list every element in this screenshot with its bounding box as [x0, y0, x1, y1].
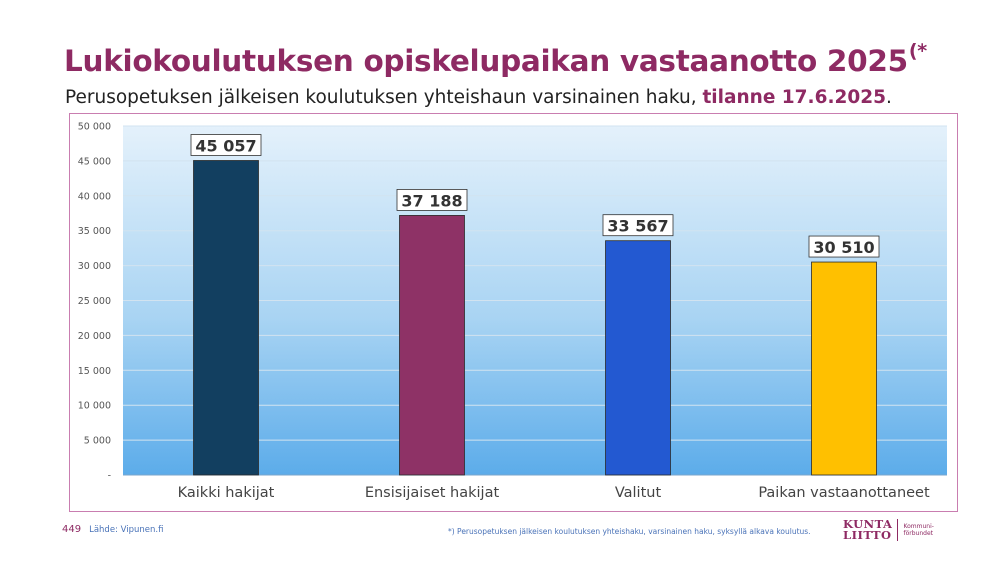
x-tick-label: Kaikki hakijat: [178, 485, 275, 501]
slide-subtitle: Perusopetuksen jälkeisen koulutuksen yht…: [65, 87, 892, 108]
subtitle-end: .: [885, 87, 892, 108]
bar-chart: - 5 000 10 000 15 000 20 000 25 000 30 000 35 0…: [78, 122, 947, 501]
title-footnote-marker: (*: [908, 40, 927, 62]
data-label: 30 510: [813, 238, 874, 257]
y-tick-label: 50 000: [78, 122, 111, 133]
y-tick-label: 40 000: [78, 191, 111, 202]
bar: [605, 240, 671, 476]
y-tick-label: -: [108, 471, 111, 482]
subtitle-date: tilanne 17.6.2025: [702, 87, 886, 108]
y-axis: - 5 000 10 000 15 000 20 000 25 000 30 000 35 0…: [78, 122, 111, 482]
data-label: 37 188: [401, 191, 462, 210]
y-tick-label: 20 000: [78, 331, 111, 342]
x-tick-label: Valitut: [615, 485, 662, 501]
data-label: 33 567: [607, 217, 668, 236]
data-label-box: [190, 134, 262, 156]
x-tick-label: Ensisijaiset hakijat: [365, 485, 500, 501]
footer-left: 449 Lähde: Vipunen.fi: [62, 524, 163, 535]
gridlines: [123, 125, 947, 476]
data-label: 45 057: [195, 137, 256, 156]
x-axis: Kaikki hakijat Ensisijaiset hakijat Valitu…: [178, 485, 930, 501]
subtitle-text: Perusopetuksen jälkeisen koulutuksen yht…: [65, 87, 703, 108]
chart-frame: - 5 000 10 000 15 000 20 000 25 000 30 000 35 0…: [69, 113, 958, 512]
bar: [193, 160, 259, 476]
bars: [193, 160, 877, 476]
kuntaliitto-logo: KUNTA LIITTO Kommuni-förbundet: [843, 517, 934, 542]
bar: [399, 215, 465, 476]
data-label-box: [808, 235, 880, 258]
bar: [811, 261, 877, 476]
data-label-box: [396, 189, 468, 211]
source-text: Lähde: Vipunen.fi: [89, 525, 164, 535]
y-tick-label: 25 000: [78, 296, 111, 307]
y-tick-label: 45 000: [78, 156, 111, 167]
slide-number: 449: [62, 524, 82, 535]
data-labels: 45 057 37 188 33 567 30 510: [190, 134, 880, 258]
y-tick-label: 15 000: [78, 366, 111, 377]
x-tick-label: Paikan vastaanottaneet: [758, 485, 930, 501]
y-tick-label: 10 000: [78, 401, 111, 412]
y-tick-label: 35 000: [78, 226, 111, 237]
footnote: *) Perusopetuksen jälkeisen koulutuksen …: [448, 527, 811, 536]
data-label-box: [602, 214, 674, 237]
y-tick-label: 30 000: [78, 261, 111, 272]
y-tick-label: 5 000: [84, 436, 111, 447]
slide-title: Lukiokoulutuksen opiskelupaikan vastaano…: [64, 40, 927, 78]
